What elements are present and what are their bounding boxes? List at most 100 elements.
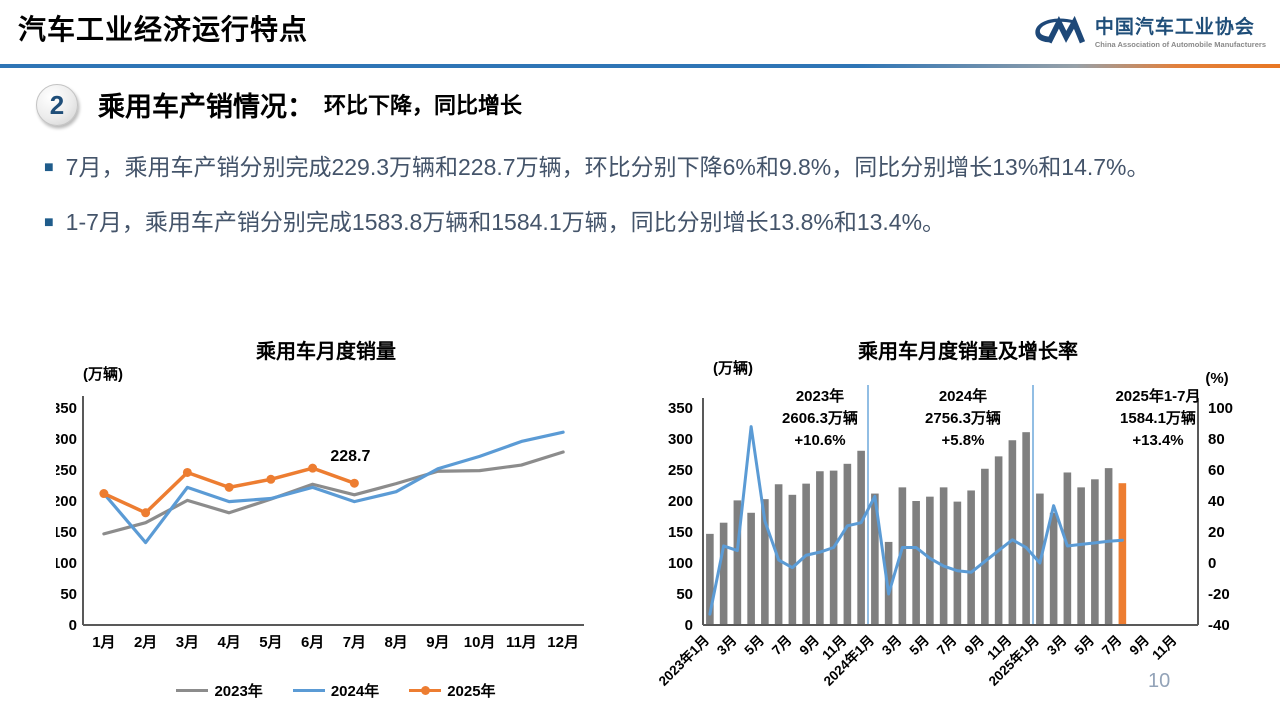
svg-text:150: 150 bbox=[56, 524, 77, 541]
slide-header: 汽车工业经济运行特点 中国汽车工业协会 China Association of… bbox=[0, 0, 1280, 64]
bullet-marker: ■ bbox=[44, 213, 54, 231]
svg-text:100: 100 bbox=[668, 555, 693, 572]
svg-text:40: 40 bbox=[1208, 493, 1225, 510]
svg-text:-40: -40 bbox=[1208, 617, 1230, 634]
svg-text:2023年1月: 2023年1月 bbox=[655, 632, 712, 689]
svg-text:50: 50 bbox=[676, 586, 693, 603]
svg-text:2023年: 2023年 bbox=[796, 387, 844, 405]
svg-text:9月: 9月 bbox=[426, 634, 449, 651]
svg-text:1月: 1月 bbox=[92, 634, 115, 651]
svg-text:6月: 6月 bbox=[301, 634, 324, 651]
svg-text:5月: 5月 bbox=[1072, 633, 1097, 658]
svg-text:100: 100 bbox=[1208, 400, 1233, 417]
legend-label: 2023年 bbox=[214, 683, 263, 700]
header-divider bbox=[0, 64, 1280, 68]
svg-text:12月: 12月 bbox=[547, 634, 579, 651]
section-title: 乘用车产销情况： bbox=[98, 91, 314, 122]
svg-text:2756.3万辆: 2756.3万辆 bbox=[925, 409, 1001, 427]
svg-text:350: 350 bbox=[56, 400, 77, 417]
svg-text:150: 150 bbox=[668, 524, 693, 541]
svg-text:50: 50 bbox=[60, 586, 77, 603]
svg-text:100: 100 bbox=[56, 555, 77, 572]
svg-text:乘用车月度销量: 乘用车月度销量 bbox=[255, 339, 396, 363]
svg-text:0: 0 bbox=[685, 617, 693, 634]
svg-text:80: 80 bbox=[1208, 431, 1225, 448]
caam-logo-icon bbox=[1035, 15, 1085, 44]
svg-text:3月: 3月 bbox=[176, 634, 199, 651]
svg-text:5月: 5月 bbox=[742, 633, 767, 658]
svg-text:3月: 3月 bbox=[1044, 633, 1069, 658]
svg-text:+13.4%: +13.4% bbox=[1132, 432, 1183, 449]
org-name: 中国汽车工业协会 China Association of Automobile… bbox=[1095, 12, 1266, 49]
svg-text:228.7: 228.7 bbox=[330, 448, 370, 465]
svg-text:7月: 7月 bbox=[343, 634, 366, 651]
page-title: 汽车工业经济运行特点 bbox=[18, 14, 309, 45]
section-number-badge: 2 bbox=[36, 84, 78, 126]
svg-text:8月: 8月 bbox=[384, 634, 407, 651]
svg-text:10月: 10月 bbox=[464, 634, 496, 651]
svg-text:+5.8%: +5.8% bbox=[942, 432, 985, 449]
svg-text:+10.6%: +10.6% bbox=[794, 432, 845, 449]
legend-item: 2024年 bbox=[292, 680, 380, 701]
svg-text:60: 60 bbox=[1208, 462, 1225, 479]
svg-text:(%): (%) bbox=[1205, 370, 1228, 387]
org-name-cn: 中国汽车工业协会 bbox=[1094, 17, 1255, 38]
svg-text:3月: 3月 bbox=[879, 633, 904, 658]
monthly-sales-line-chart-canvas: 乘用车月度销量 (万辆) 0 50 100 150 200 250 300 350 1月 2月 3月 4月… bbox=[52, 339, 584, 651]
section-heading: 乘用车产销情况： 环比下降，同比增长 bbox=[98, 84, 522, 124]
svg-text:250: 250 bbox=[56, 462, 77, 479]
svg-text:3月: 3月 bbox=[714, 633, 739, 658]
svg-text:5月: 5月 bbox=[259, 634, 282, 651]
svg-text:200: 200 bbox=[56, 493, 77, 510]
bullet-list: ■ 7月，乘用车产销分别完成229.3万辆和228.7万辆，环比分别下降6%和9… bbox=[44, 146, 1242, 255]
monthly-sales-growth-chart-canvas: 乘用车月度销量及增长率(万辆)(%)050100150200250300350-… bbox=[655, 339, 1233, 689]
monthly-sales-growth-chart: 乘用车月度销量及增长率 (万辆) (%) 0 50 100 150 200 250 300 350-… bbox=[645, 333, 1265, 713]
svg-text:4月: 4月 bbox=[217, 634, 240, 651]
svg-text:11月: 11月 bbox=[1149, 633, 1179, 663]
svg-text:9月: 9月 bbox=[962, 633, 987, 658]
svg-text:-20: -20 bbox=[1208, 586, 1230, 603]
legend-swatch bbox=[292, 688, 325, 693]
svg-text:300: 300 bbox=[56, 431, 77, 448]
bullet-item: ■ 1-7月，乘用车产销分别完成1583.8万辆和1584.1万辆，同比分别增长… bbox=[44, 201, 1242, 244]
svg-text:1584.1万辆: 1584.1万辆 bbox=[1120, 409, 1196, 427]
legend-item: 2025年 bbox=[409, 680, 496, 701]
chart-legend: 2023年 2024年 2025年 bbox=[56, 680, 616, 701]
svg-text:7月: 7月 bbox=[1099, 633, 1124, 658]
legend-label: 2024年 bbox=[330, 683, 380, 700]
page-number: 10 bbox=[1148, 670, 1171, 692]
legend-label: 2025年 bbox=[447, 683, 496, 700]
svg-text:250: 250 bbox=[668, 462, 693, 479]
legend-item: 2023年 bbox=[176, 680, 263, 701]
svg-text:(万辆): (万辆) bbox=[713, 359, 753, 377]
caam-logo: 中国汽车工业协会 China Association of Automobile… bbox=[1029, 12, 1266, 49]
svg-text:0: 0 bbox=[1208, 555, 1216, 572]
org-name-en: China Association of Automobile Manufact… bbox=[1094, 40, 1266, 49]
svg-text:2024年: 2024年 bbox=[939, 387, 987, 405]
legend-swatch bbox=[176, 688, 209, 693]
section-subtitle: 环比下降，同比增长 bbox=[324, 93, 523, 118]
bullet-marker: ■ bbox=[44, 159, 54, 176]
svg-text:2606.3万辆: 2606.3万辆 bbox=[782, 409, 858, 427]
bullet-text: 1-7月，乘用车产销分别完成1583.8万辆和1584.1万辆，同比分别增长13… bbox=[65, 208, 946, 235]
svg-text:2025年1-7月: 2025年1-7月 bbox=[1115, 387, 1200, 405]
svg-text:5月: 5月 bbox=[907, 633, 932, 658]
bullet-item: ■ 7月，乘用车产销分别完成229.3万辆和228.7万辆，环比分别下降6%和9… bbox=[44, 146, 1242, 189]
svg-text:200: 200 bbox=[668, 493, 693, 510]
svg-text:9月: 9月 bbox=[797, 633, 822, 658]
svg-text:9月: 9月 bbox=[1127, 633, 1152, 658]
svg-text:0: 0 bbox=[69, 617, 77, 634]
svg-text:20: 20 bbox=[1208, 524, 1225, 541]
svg-text:7月: 7月 bbox=[934, 633, 959, 658]
bullet-text: 7月，乘用车产销分别完成229.3万辆和228.7万辆，环比分别下降6%和9.8… bbox=[65, 154, 1150, 180]
svg-text:350: 350 bbox=[668, 400, 693, 417]
svg-text:2月: 2月 bbox=[134, 634, 157, 651]
legend-swatch bbox=[409, 685, 442, 695]
svg-text:乘用车月度销量及增长率: 乘用车月度销量及增长率 bbox=[857, 339, 1078, 363]
svg-text:11月: 11月 bbox=[506, 634, 537, 651]
monthly-sales-line-chart: 乘用车月度销量 (万辆) 0 50 100 150 200 250 300 350 1月 2月 3月 4月… bbox=[52, 333, 616, 701]
svg-text:7月: 7月 bbox=[769, 633, 794, 658]
svg-text:(万辆): (万辆) bbox=[83, 365, 123, 383]
svg-text:300: 300 bbox=[668, 431, 693, 448]
